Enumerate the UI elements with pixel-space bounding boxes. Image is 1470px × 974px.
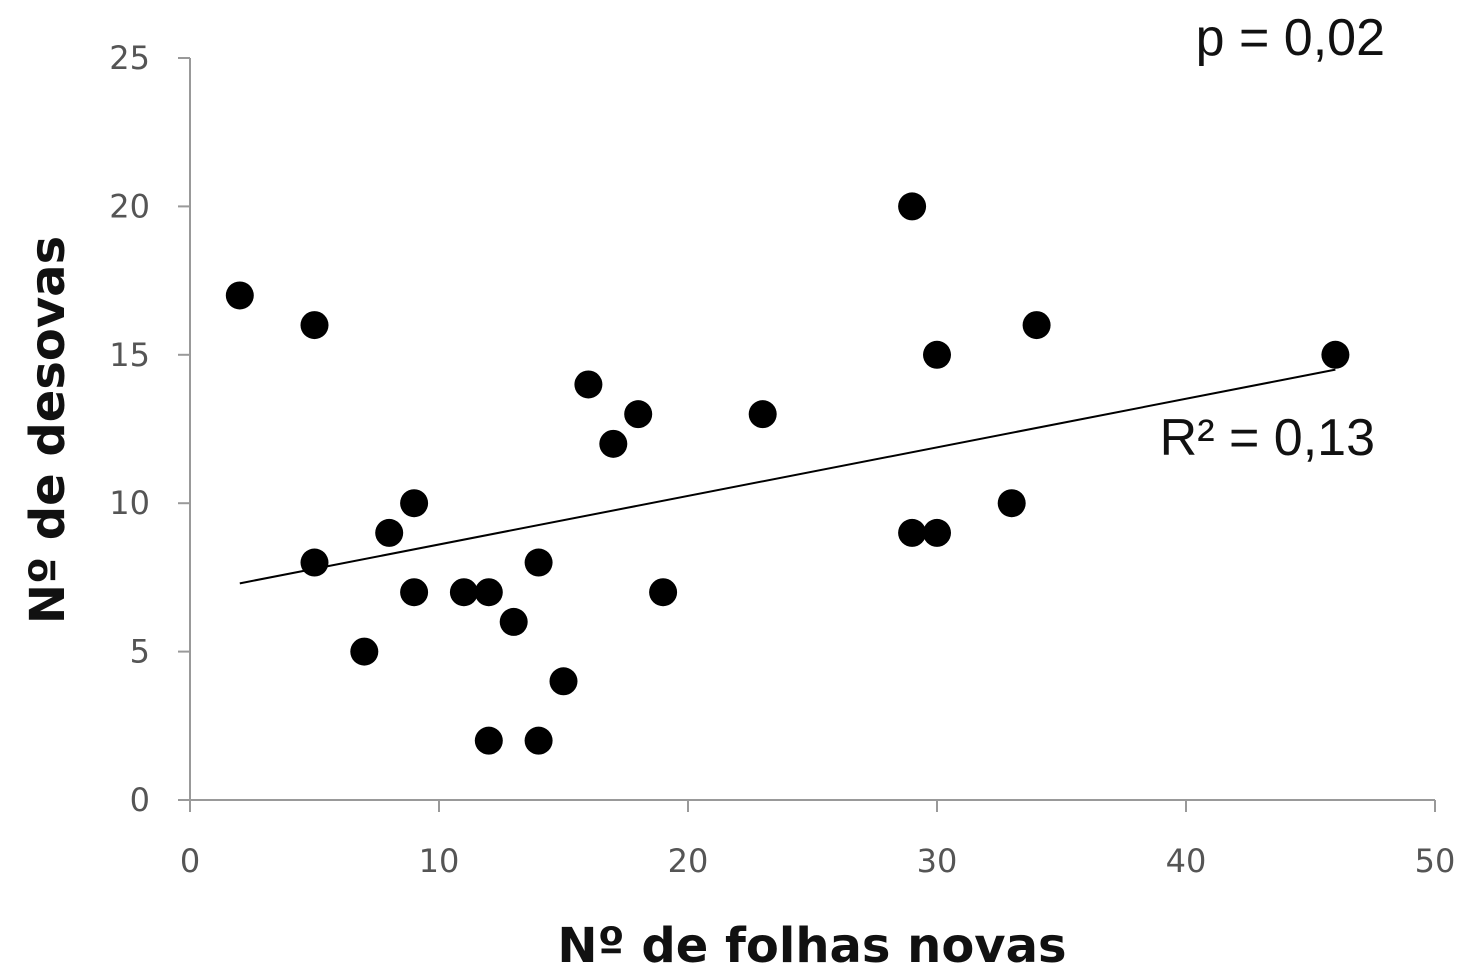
y-axis: 0 5 10 15 20 25 [109, 39, 191, 819]
x-tick-label: 10 [419, 842, 460, 880]
data-point [524, 548, 553, 577]
data-point [375, 518, 404, 547]
y-tick-label: 0 [130, 781, 150, 819]
data-point [923, 340, 951, 369]
data-point [599, 429, 628, 458]
x-axis-ticks: 0 10 20 30 40 50 [180, 800, 1456, 880]
data-point [300, 548, 329, 577]
data-point [923, 518, 951, 547]
p-value-annotation: p = 0,02 [1196, 9, 1385, 67]
data-point [1321, 340, 1350, 369]
data-point [748, 400, 777, 429]
x-tick-label: 20 [668, 842, 709, 880]
data-point [400, 578, 429, 607]
data-point [474, 726, 503, 755]
data-point [524, 726, 553, 755]
data-point [499, 607, 528, 636]
y-tick-label: 25 [109, 39, 150, 77]
x-axis: 0 10 20 30 40 50 [180, 799, 1456, 880]
y-tick-label: 20 [109, 187, 150, 225]
r-squared-annotation: R² = 0,13 [1160, 409, 1375, 467]
y-tick-label: 5 [130, 633, 150, 671]
data-point [1022, 311, 1051, 340]
data-point [449, 578, 478, 607]
data-point [350, 637, 379, 666]
data-point [549, 667, 578, 696]
x-axis-title: Nº de folhas novas [557, 918, 1066, 974]
y-tick-label: 15 [109, 336, 150, 374]
data-points [225, 192, 1350, 755]
y-axis-title: Nº de desovas [20, 236, 76, 624]
trendline [239, 368, 1336, 585]
x-tick-label: 30 [917, 842, 958, 880]
y-tick-label: 10 [109, 484, 150, 522]
x-tick-label: 0 [180, 842, 200, 880]
data-point [474, 578, 503, 607]
data-point [649, 578, 678, 607]
data-point [624, 400, 653, 429]
data-point [898, 192, 927, 221]
x-tick-label: 50 [1415, 842, 1456, 880]
data-point [225, 281, 254, 310]
y-axis-ticks: 0 5 10 15 20 25 [109, 39, 190, 819]
data-point [997, 489, 1026, 518]
data-point [574, 370, 603, 399]
data-point [400, 489, 429, 518]
x-tick-label: 40 [1166, 842, 1207, 880]
data-point [898, 518, 927, 547]
data-point [300, 311, 329, 340]
